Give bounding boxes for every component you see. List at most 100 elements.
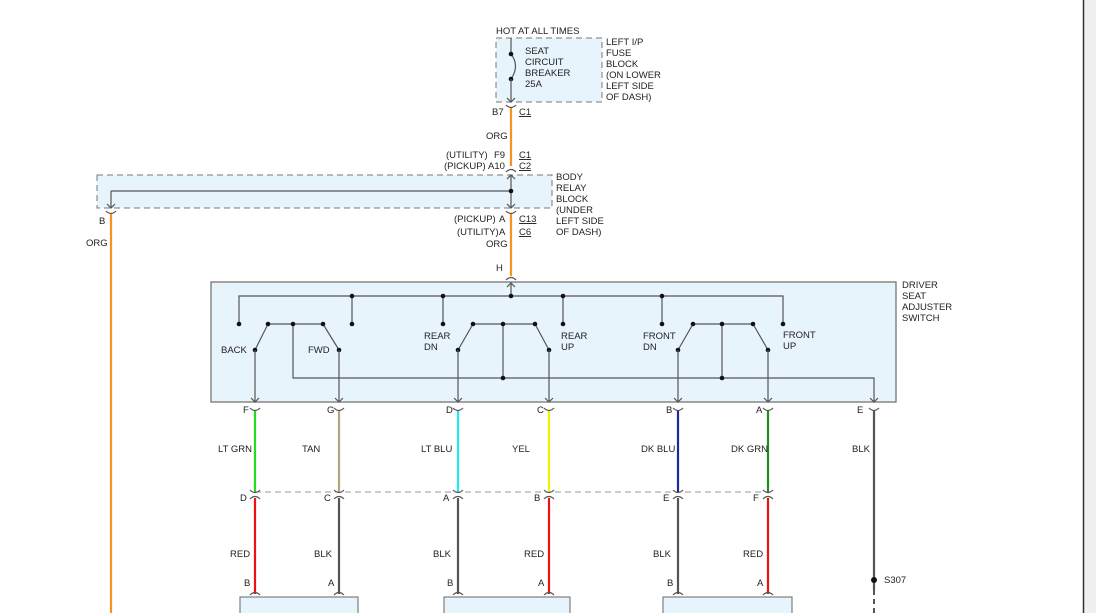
- seat-motors: [239, 596, 793, 613]
- svg-text:DRIVER: DRIVER: [902, 280, 938, 291]
- svg-text:(PICKUP): (PICKUP): [454, 214, 496, 225]
- harness-pin: [452, 489, 464, 500]
- motor-wire-label: RED: [743, 549, 763, 560]
- svg-text:25A: 25A: [525, 79, 543, 90]
- svg-text:UP: UP: [561, 342, 574, 353]
- motor-pin: [249, 591, 261, 596]
- svg-text:LEFT SIDE: LEFT SIDE: [606, 81, 654, 92]
- motor-wire-label: RED: [524, 549, 544, 560]
- connector-c1-icon: [505, 104, 517, 109]
- svg-text:OF DASH): OF DASH): [606, 92, 651, 103]
- harness-pin: [762, 489, 774, 500]
- svg-text:C6: C6: [519, 227, 531, 238]
- svg-text:(UTILITY): (UTILITY): [446, 150, 488, 161]
- wire-color-label: DK BLU: [641, 444, 675, 455]
- svg-text:OF DASH): OF DASH): [556, 227, 601, 238]
- body-relay-block: BODY RELAY BLOCK (UNDER LEFT SIDE OF DAS…: [96, 172, 604, 238]
- svg-text:FRONT: FRONT: [643, 331, 676, 342]
- motor-pin-label: B: [667, 578, 673, 589]
- svg-text:BLOCK: BLOCK: [556, 194, 589, 205]
- splice-s307: [871, 577, 877, 583]
- svg-text:SEAT: SEAT: [525, 46, 549, 57]
- svg-text:(ON LOWER: (ON LOWER: [606, 70, 661, 81]
- ground-circuit: E BLK S307: [852, 405, 906, 613]
- motor-pin: [543, 591, 555, 596]
- svg-text:(UTILITY): (UTILITY): [457, 227, 499, 238]
- harness-pin: [333, 489, 345, 500]
- switch-pin-label: G: [327, 405, 334, 416]
- svg-text:LEFT SIDE: LEFT SIDE: [556, 216, 604, 227]
- svg-text:BACK: BACK: [221, 345, 248, 356]
- motor-pin-label: A: [757, 578, 764, 589]
- svg-text:SWITCH: SWITCH: [902, 313, 940, 324]
- svg-text:FWD: FWD: [308, 345, 330, 356]
- svg-text:REAR: REAR: [561, 331, 588, 342]
- wire-color-label: LT BLU: [421, 444, 452, 455]
- switch-connector-pin: [452, 407, 464, 412]
- harness-pin: [543, 489, 555, 500]
- circuit-breaker-icon: [510, 53, 517, 80]
- horizontal-motor: [239, 596, 359, 613]
- scrollbar-track[interactable]: [1084, 0, 1096, 613]
- svg-text:A10: A10: [488, 161, 505, 172]
- motor-pin-label: B: [447, 578, 453, 589]
- harness-pin: [672, 489, 684, 500]
- switch-pin-label: D: [446, 405, 453, 416]
- supply-label: HOT AT ALL TIMES: [496, 26, 579, 37]
- svg-text:CIRCUIT: CIRCUIT: [525, 57, 564, 68]
- svg-text:C2: C2: [519, 161, 531, 172]
- switch-pin-label: B: [666, 405, 672, 416]
- svg-text:B7: B7: [492, 107, 504, 118]
- motor-pin: [762, 591, 774, 596]
- svg-text:B: B: [99, 216, 105, 227]
- switch-connector-pin: [249, 407, 261, 412]
- switch-connector-pin: [672, 407, 684, 412]
- svg-text:ORG: ORG: [486, 239, 508, 250]
- svg-text:DN: DN: [424, 342, 438, 353]
- motor-pin-label: A: [328, 578, 335, 589]
- svg-text:REAR: REAR: [424, 331, 451, 342]
- wire-color-label: TAN: [302, 444, 320, 455]
- front-vertical-motor: [662, 596, 793, 613]
- wire-color-label: DK GRN: [731, 444, 768, 455]
- svg-text:A: A: [499, 214, 506, 225]
- svg-text:BLK: BLK: [852, 444, 871, 455]
- svg-text:ADJUSTER: ADJUSTER: [902, 302, 952, 313]
- motor-wire-label: BLK: [314, 549, 333, 560]
- harness-pin-label: C: [324, 493, 331, 504]
- switch-connector-pin: [762, 407, 774, 412]
- svg-text:H: H: [496, 263, 503, 274]
- svg-text:C13: C13: [519, 214, 536, 225]
- motor-wire-label: RED: [230, 549, 250, 560]
- motor-pin-label: B: [244, 578, 250, 589]
- svg-text:C1: C1: [519, 150, 531, 161]
- fuse-block: HOT AT ALL TIMES SEAT CIRCUIT BREAKER 25…: [495, 26, 661, 103]
- svg-text:SEAT: SEAT: [902, 291, 926, 302]
- svg-text:C1: C1: [519, 107, 531, 118]
- harness-pin-label: E: [663, 493, 669, 504]
- svg-text:ORG: ORG: [486, 131, 508, 142]
- motor-wire-label: BLK: [433, 549, 452, 560]
- harness-pin-label: B: [534, 493, 540, 504]
- harness-pin: [249, 489, 261, 500]
- svg-text:(PICKUP): (PICKUP): [444, 161, 486, 172]
- switch-pin-label: C: [537, 405, 544, 416]
- svg-text:S307: S307: [884, 575, 906, 586]
- wire-color-label: YEL: [512, 444, 530, 455]
- svg-text:ORG: ORG: [86, 238, 108, 249]
- rear-vertical-motor: [443, 596, 571, 613]
- svg-text:UP: UP: [783, 341, 796, 352]
- circuit-wires: F LT GRN D RED B G TAN C BLK A D LT BLU A BLK B C YEL B RE…: [218, 405, 774, 596]
- svg-text:LEFT I/P: LEFT I/P: [606, 37, 643, 48]
- svg-text:BREAKER: BREAKER: [525, 68, 571, 79]
- motor-pin: [452, 591, 464, 596]
- svg-text:DN: DN: [643, 342, 657, 353]
- motor-pin: [333, 591, 345, 596]
- motor-pin: [672, 591, 684, 596]
- harness-pin-label: A: [443, 493, 450, 504]
- svg-text:BODY: BODY: [556, 172, 584, 183]
- svg-text:(UNDER: (UNDER: [556, 205, 593, 216]
- svg-text:RELAY: RELAY: [556, 183, 587, 194]
- switch-connector-pin: [543, 407, 555, 412]
